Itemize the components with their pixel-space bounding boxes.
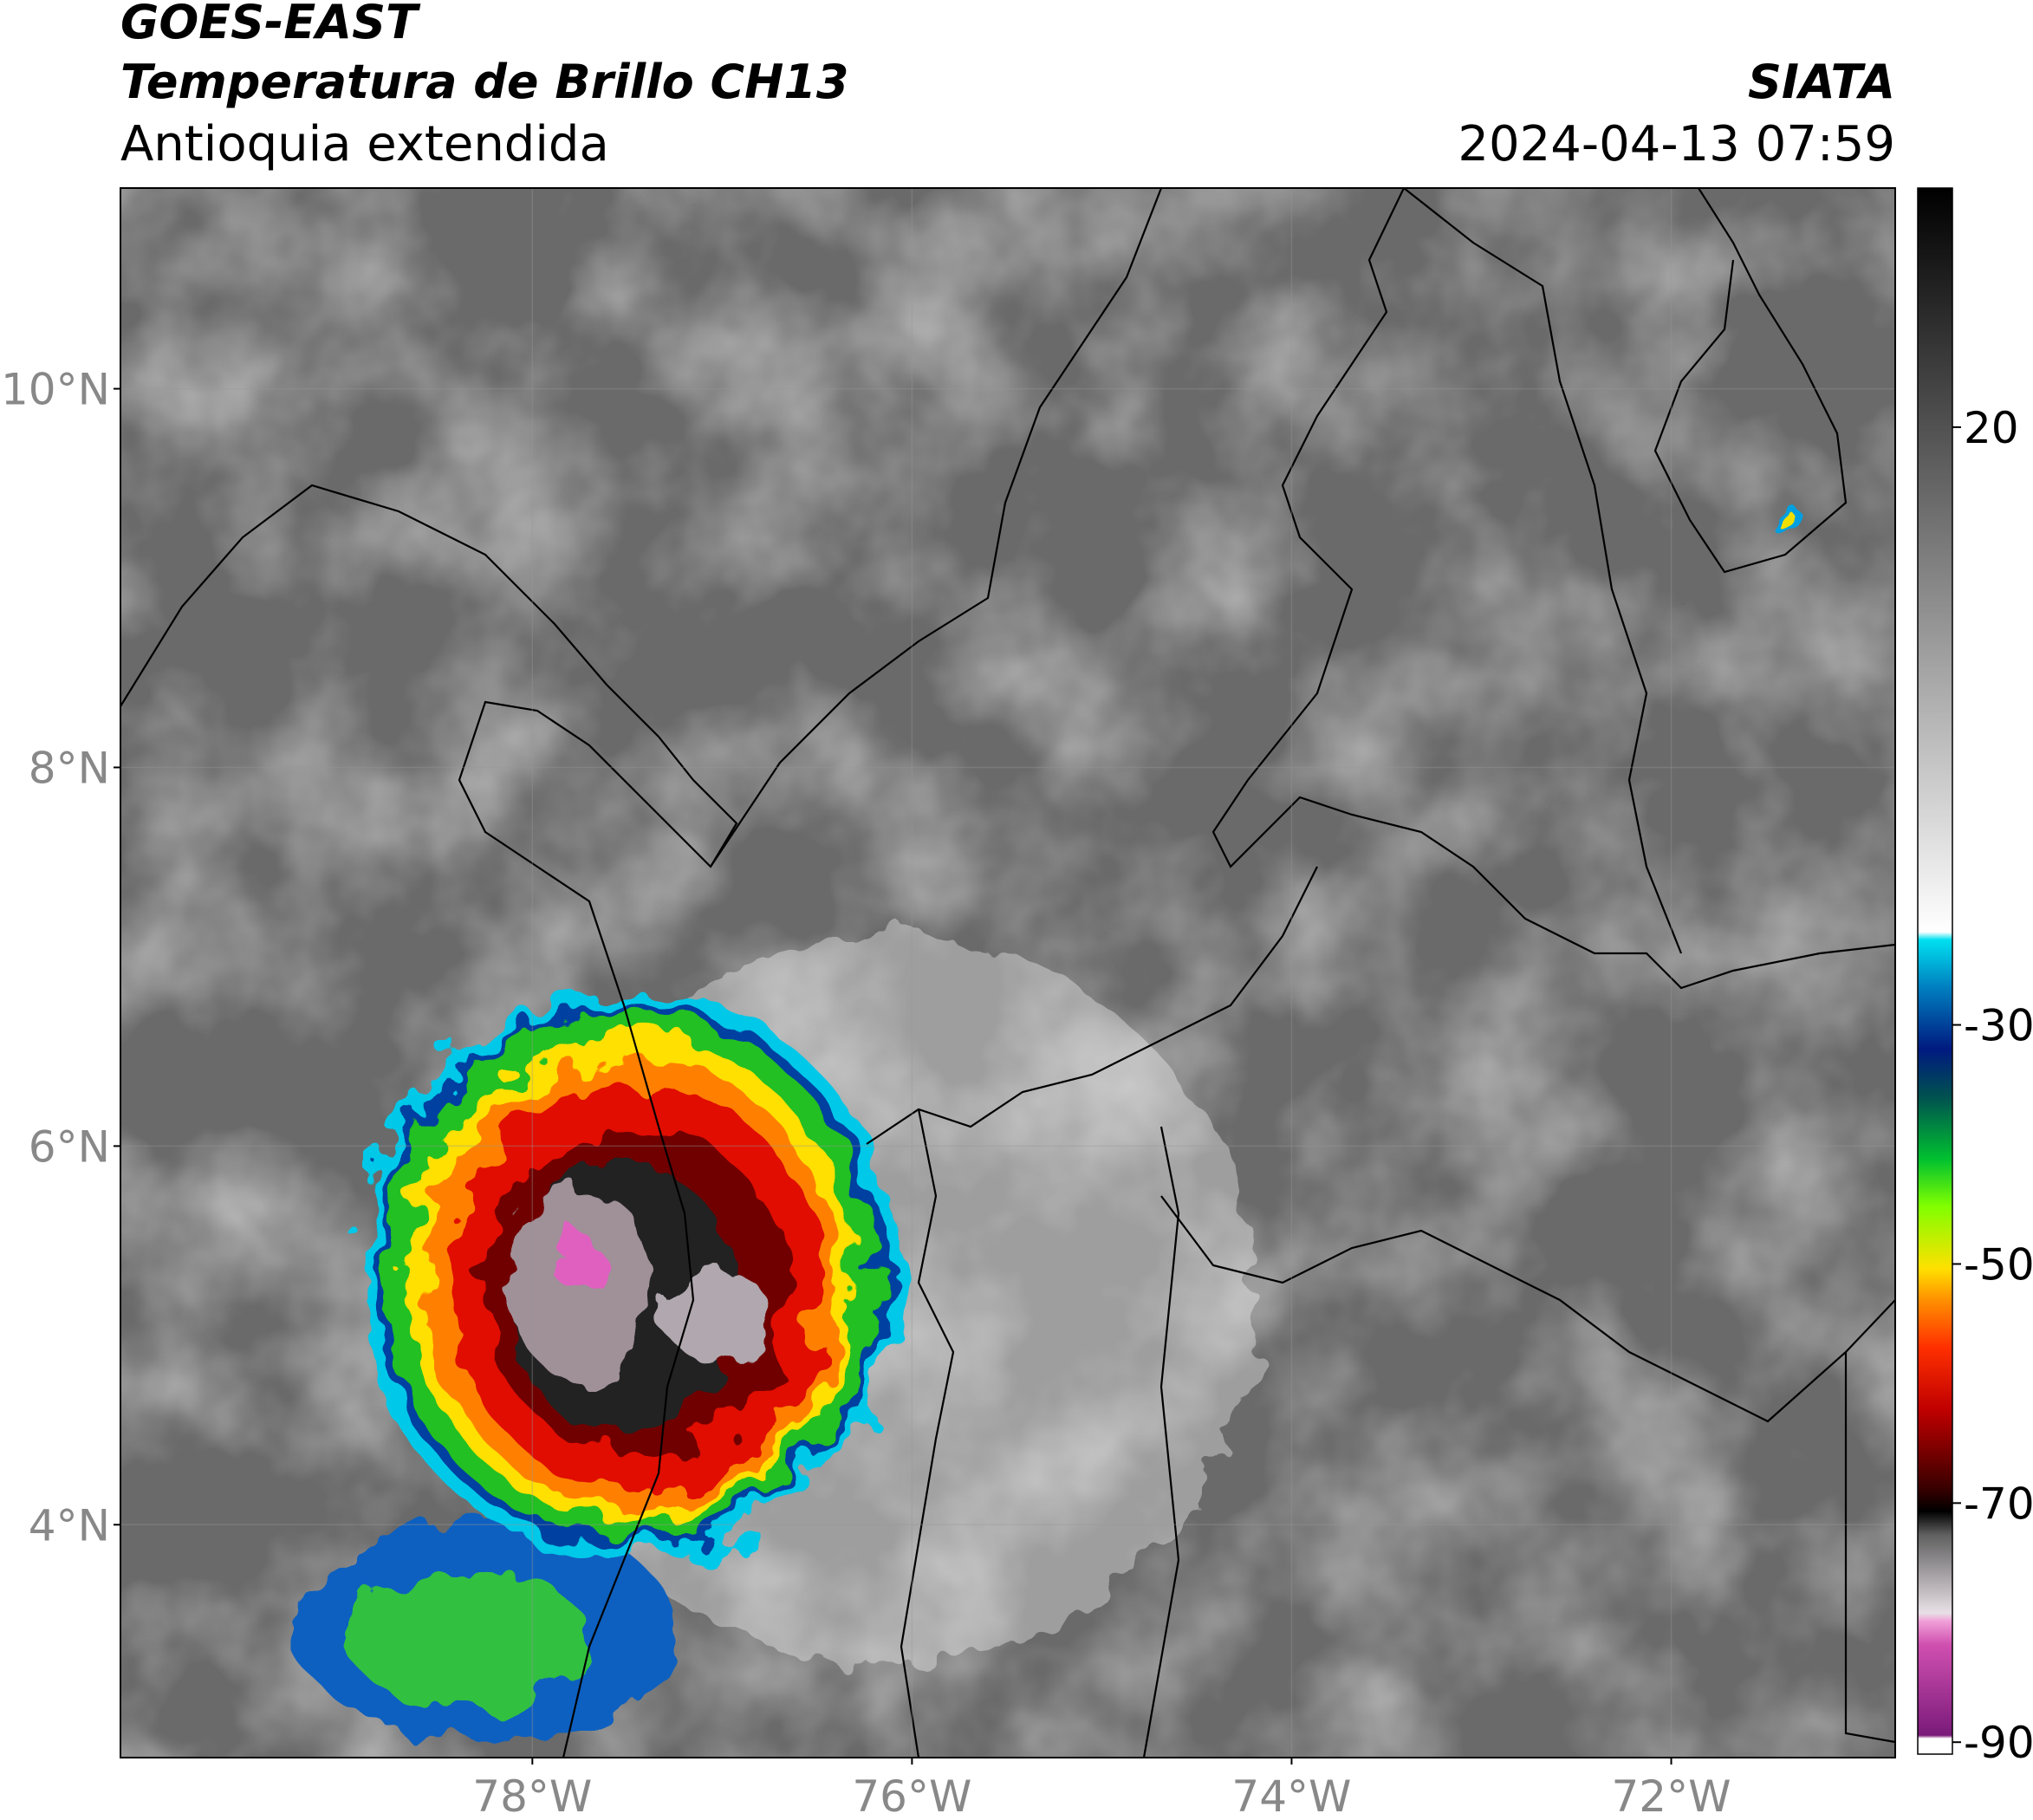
x-tick-label: 74°W (1231, 1771, 1351, 1820)
source: SIATA (1748, 55, 1895, 109)
colorbar-tick-label: -30 (1964, 1001, 2033, 1051)
x-tick-label: 76°W (852, 1771, 971, 1820)
colorbar-tick-label: -90 (1964, 1718, 2033, 1768)
map-frame (120, 187, 1896, 1758)
y-tick-label: 4°N (29, 1500, 110, 1550)
y-tick-label: 6°N (29, 1121, 110, 1172)
grid (120, 188, 1895, 1758)
y-tick-label: 10°N (1, 365, 110, 415)
subtitle: Antioquia extendida (120, 116, 609, 172)
colorbar (1917, 187, 1953, 1755)
colorbar-tick-label: 20 (1964, 403, 2019, 453)
y-tick-label: 8°N (29, 743, 110, 793)
title: Temperatura de Brillo CH13 (120, 55, 849, 109)
colorbar-tick-label: -50 (1964, 1239, 2033, 1290)
datetime: 2024-04-13 07:59 (1458, 116, 1895, 172)
x-tick-label: 72°W (1612, 1771, 1731, 1820)
x-tick-label: 78°W (472, 1771, 592, 1820)
map-image (120, 188, 1895, 1758)
colorbar-tick-label: -70 (1964, 1479, 2033, 1529)
title: GOES-EAST (120, 0, 421, 49)
